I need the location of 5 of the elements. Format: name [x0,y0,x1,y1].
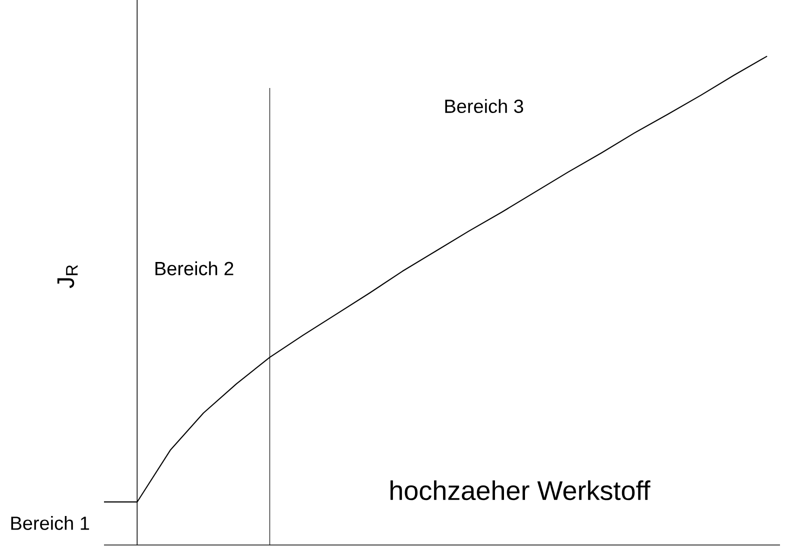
annotation: Bereich 3 [445,99,524,114]
annotation: hochzaeher Werkstoff [390,480,650,500]
text: Bereich 1 [11,516,90,530]
y-axis-title: J$_{R}$ [57,265,78,288]
annotation: Bereich 2 [155,261,234,276]
